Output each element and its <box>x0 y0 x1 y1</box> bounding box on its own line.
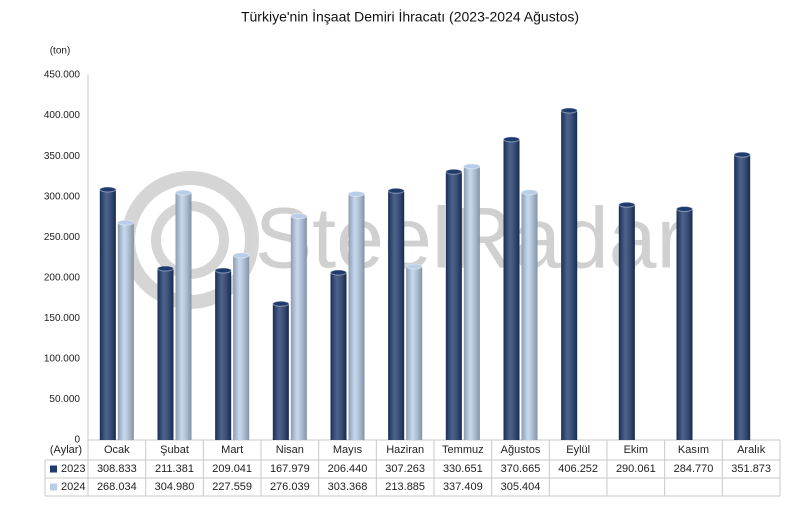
x-tick-label: Ekim <box>624 444 648 456</box>
y-tick-label: 400.000 <box>44 110 81 121</box>
x-axis-label: (Aylar) <box>50 444 82 456</box>
table-value: 268.034 <box>97 481 137 493</box>
bar-top <box>290 213 308 220</box>
bar-top <box>387 187 405 194</box>
bar-shade <box>676 209 693 440</box>
bar-top <box>676 206 693 213</box>
y-tick-label: 150.000 <box>44 313 81 324</box>
table-value: 308.833 <box>97 463 137 475</box>
bar-shade <box>503 139 520 441</box>
table-value: 276.039 <box>270 481 310 493</box>
chart-title: Türkiye'nin İnşaat Demiri İhracatı (2023… <box>241 8 579 25</box>
legend-label: 2024 <box>61 481 85 493</box>
table-value: 304.980 <box>155 481 195 493</box>
table-value: 337.409 <box>443 481 483 493</box>
x-tick-label: Şubat <box>160 444 189 456</box>
y-tick-label: 0 <box>74 435 80 446</box>
x-tick-label: Nisan <box>276 444 304 456</box>
y-tick-label: 200.000 <box>44 272 81 283</box>
table-value: 305.404 <box>501 481 541 493</box>
x-tick-label: Mart <box>221 444 243 456</box>
bar-shade <box>406 266 423 440</box>
y-tick-label: 300.000 <box>44 191 81 202</box>
y-tick-label: 50.000 <box>49 394 80 405</box>
x-tick-label: Ağustos <box>501 444 541 456</box>
bar-shade <box>157 268 174 440</box>
y-axis-label: (ton) <box>50 46 71 57</box>
y-tick-label: 350.000 <box>44 151 81 162</box>
x-tick-label: Eylül <box>566 444 590 456</box>
table-value: 330.651 <box>443 463 483 475</box>
y-tick-label: 250.000 <box>44 232 81 243</box>
table-value: 284.770 <box>674 463 714 475</box>
bar-shade <box>734 154 751 440</box>
bar-shade <box>330 272 347 440</box>
table-value: 406.252 <box>558 463 598 475</box>
bar-shade <box>215 270 232 440</box>
bar-top <box>175 189 192 196</box>
bar-shade <box>99 189 116 440</box>
bar-top <box>733 151 751 158</box>
bar-top <box>405 263 423 270</box>
table-value: 227.559 <box>212 481 252 493</box>
table-value: 307.263 <box>385 463 425 475</box>
bar-top <box>99 186 117 193</box>
table-value: 167.979 <box>270 463 310 475</box>
bar-top <box>272 300 290 307</box>
table-value: 370.665 <box>501 463 541 475</box>
table-value: 290.061 <box>616 463 656 475</box>
bar-top <box>157 265 174 272</box>
x-tick-label: Haziran <box>386 444 424 456</box>
bar-top <box>330 269 347 276</box>
table-value: 211.381 <box>155 463 194 475</box>
bar-top <box>214 267 232 274</box>
x-tick-label: Aralık <box>737 444 766 456</box>
table-value: 351.873 <box>731 463 771 475</box>
x-tick-label: Temmuz <box>442 444 484 456</box>
bar-top <box>232 252 250 259</box>
legend-label: 2023 <box>61 463 85 475</box>
bar-shade <box>175 192 192 440</box>
table-value: 209.041 <box>212 463 252 475</box>
table-value: 206.440 <box>328 463 368 475</box>
y-tick-label: 450.000 <box>44 70 81 81</box>
bar-shade <box>290 216 307 440</box>
legend-swatch <box>50 483 57 491</box>
table-value: 213.885 <box>385 481 425 493</box>
table-value: 303.368 <box>328 481 368 493</box>
bar-top <box>618 201 636 208</box>
bar-shade <box>463 166 480 441</box>
x-tick-label: Ocak <box>104 444 130 456</box>
x-tick-label: Mayıs <box>333 444 363 456</box>
bar-top <box>463 163 481 170</box>
bar-top <box>117 219 135 226</box>
bar-shade <box>521 192 538 440</box>
bar-top <box>560 107 578 114</box>
bar-shade <box>272 303 289 440</box>
bar-shade <box>561 110 578 440</box>
bar-shade <box>348 193 365 440</box>
bar-top <box>348 190 365 197</box>
bar-top <box>445 168 463 175</box>
bar-shade <box>233 255 250 440</box>
bar-top <box>521 189 538 196</box>
bar-top <box>503 136 520 143</box>
x-tick-label: Kasım <box>678 444 709 456</box>
bar-shade <box>445 171 462 440</box>
bar-shade <box>388 190 405 440</box>
bar-shade <box>618 204 635 440</box>
legend-swatch <box>50 465 57 473</box>
y-tick-label: 100.000 <box>44 354 81 365</box>
bar-shade <box>117 222 134 440</box>
